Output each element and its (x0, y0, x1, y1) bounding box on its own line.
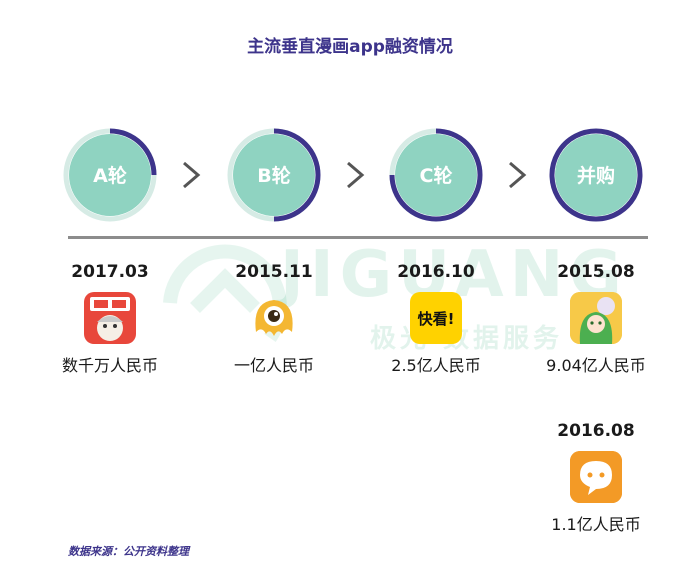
stage-a: A轮 (60, 125, 160, 225)
chart-title: 主流垂直漫画app融资情况 (247, 37, 453, 57)
deal-amount: 9.04亿人民币 (546, 356, 646, 375)
data-source-note: 数据来源：公开资料整理 (68, 545, 189, 558)
deal-date: 2015.11 (235, 262, 313, 282)
stage-ring (389, 128, 483, 222)
deal-merger-2016: 2016.08 1.1亿人民币 (531, 421, 661, 535)
deal-date: 2016.10 (397, 262, 475, 282)
deal-date: 2017.03 (71, 262, 149, 282)
stage-label: B轮 (257, 165, 291, 187)
deal-amount: 1.1亿人民币 (551, 515, 641, 534)
stage-label: A轮 (93, 165, 127, 187)
stage-b: B轮 (224, 125, 324, 225)
stage-ring (63, 128, 157, 222)
stage-c: C轮 (386, 125, 486, 225)
deal-amount: 2.5亿人民币 (391, 356, 481, 375)
stage-label: C轮 (419, 165, 453, 187)
stage-merger: 并购 (546, 125, 646, 225)
stage-progress-arc (549, 128, 643, 222)
chevron-right-icon (509, 161, 527, 189)
deal-a-round: 2017.03 数千万人民币 (45, 262, 175, 376)
deal-c-round: 2016.10 快看! 2.5亿人民币 (371, 262, 501, 376)
yellow-monster-app-icon (248, 292, 300, 344)
stage-progress-arc (389, 128, 483, 222)
stage-label: 并购 (576, 165, 615, 187)
kuaikan-app-icon: 快看! (410, 292, 462, 344)
stage-progress-arc (273, 128, 321, 222)
stage-ring (227, 128, 321, 222)
deal-merger-2015: 2015.08 9.04亿人民币 (531, 262, 661, 376)
deal-amount: 数千万人民币 (61, 356, 158, 375)
stage-ring (549, 128, 643, 222)
chevron-right-icon (347, 161, 365, 189)
anime-girl-app-icon (570, 292, 622, 344)
orange-chat-app-icon (570, 451, 622, 503)
timeline-divider (68, 236, 648, 239)
kuaikan-icon-text: 快看! (417, 309, 455, 328)
chevron-right-icon (183, 161, 201, 189)
deal-date: 2015.08 (557, 262, 635, 282)
deal-amount: 一亿人民币 (233, 356, 314, 375)
deal-date: 2016.08 (557, 421, 635, 441)
manman-app-icon (84, 292, 136, 344)
deal-b-round: 2015.11 一亿人民币 (209, 262, 339, 376)
stage-progress-arc (109, 128, 157, 176)
